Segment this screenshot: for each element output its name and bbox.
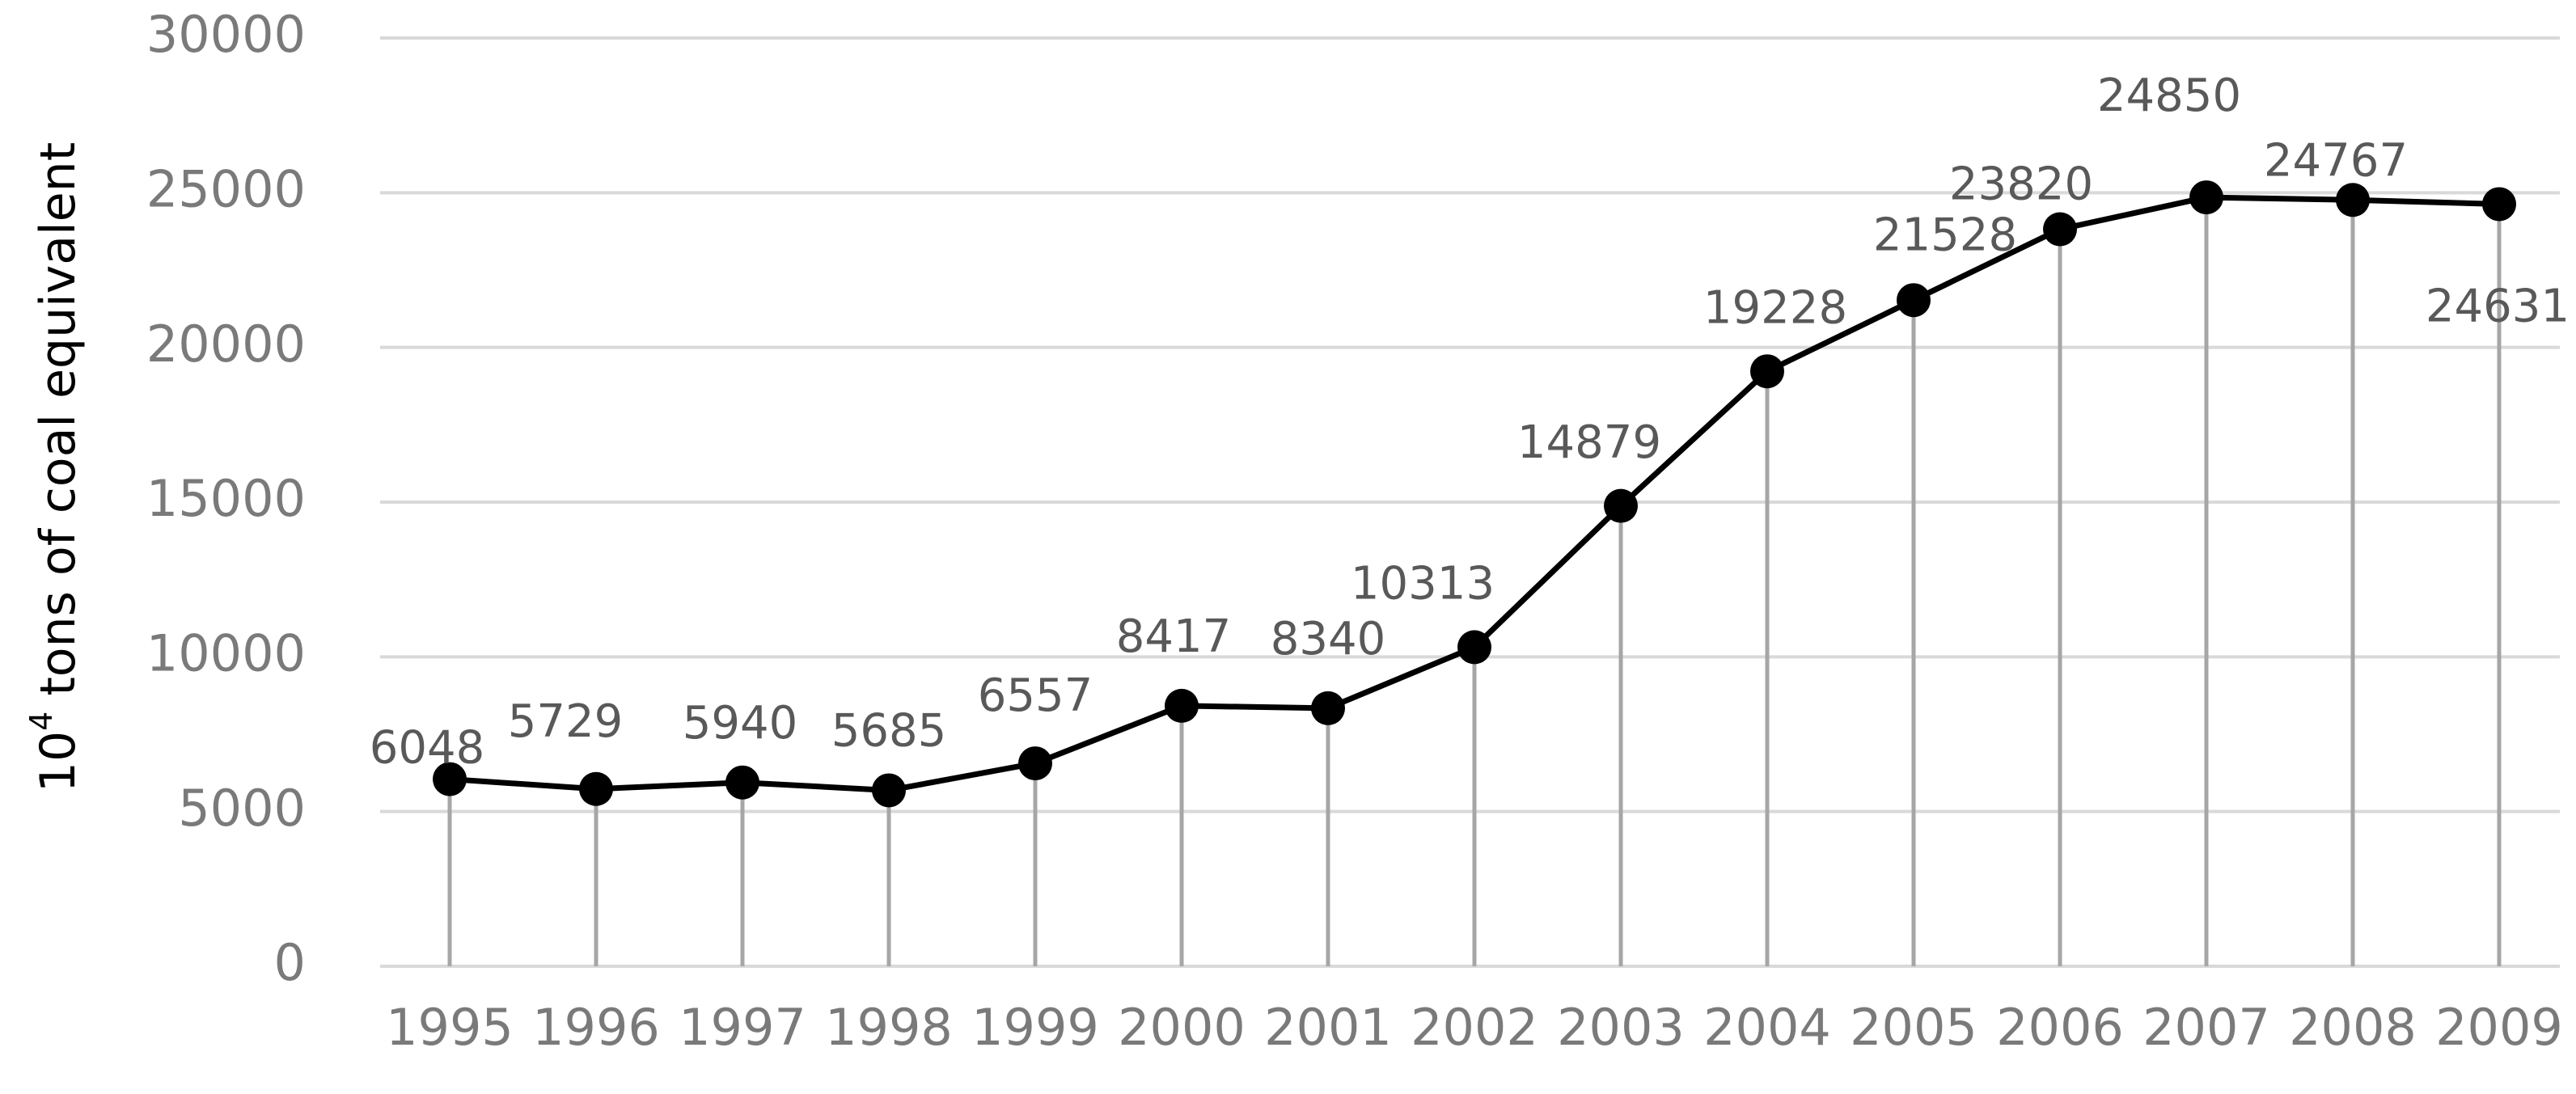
y-axis-title-exponent: 4 <box>23 712 59 731</box>
x-tick-label: 1996 <box>532 998 660 1057</box>
data-label: 5729 <box>508 695 624 748</box>
x-axis-tick-labels: 1995 1996 1997 1998 1999 2000 2001 2002 2003 2004… <box>386 998 2563 1057</box>
x-tick-label: 1999 <box>971 998 1099 1057</box>
data-label: 14879 <box>1517 416 1661 469</box>
x-tick-label: 2008 <box>2289 998 2417 1057</box>
x-tick-label: 2002 <box>1411 998 1538 1057</box>
y-tick-label: 0 <box>274 933 306 992</box>
x-tick-label: 2001 <box>1264 998 1392 1057</box>
y-axis-title-rest: tons of coal equivalent <box>30 142 87 712</box>
data-point <box>2043 212 2077 247</box>
data-point <box>1018 746 1052 781</box>
y-axis-tick-labels: 0 5000 10000 15000 20000 25000 30000 <box>146 5 306 992</box>
data-point <box>1604 488 1638 523</box>
data-label: 24767 <box>2264 134 2408 187</box>
data-point <box>579 771 613 806</box>
data-point <box>1750 354 1784 389</box>
x-tick-label: 2003 <box>1557 998 1685 1057</box>
data-point <box>2336 183 2370 218</box>
gridlines <box>380 36 2560 968</box>
data-label: 10313 <box>1351 557 1495 610</box>
data-label: 6048 <box>370 722 485 775</box>
x-tick-label: 2005 <box>1850 998 1977 1057</box>
y-axis-title-base: 10 <box>30 731 87 792</box>
data-point <box>1311 691 1345 725</box>
data-point <box>725 765 759 800</box>
y-tick-label: 20000 <box>146 315 306 374</box>
data-label: 19228 <box>1703 281 1847 334</box>
data-label: 21528 <box>1873 209 2017 261</box>
data-label: 5685 <box>831 705 947 758</box>
markers <box>433 180 2516 808</box>
data-point <box>872 773 906 808</box>
x-tick-label: 2007 <box>2142 998 2270 1057</box>
x-tick-label: 2006 <box>1996 998 2124 1057</box>
drop-lines <box>447 197 2502 966</box>
data-label: 6557 <box>978 669 1093 722</box>
data-point <box>1897 283 1931 318</box>
x-tick-label: 2009 <box>2435 998 2563 1057</box>
data-point <box>1165 688 1199 723</box>
y-tick-label: 25000 <box>146 159 306 218</box>
y-axis-title: 104 tons of coal equivalent <box>23 142 87 792</box>
data-label: 24631 <box>2426 281 2570 333</box>
x-tick-label: 1997 <box>679 998 806 1057</box>
data-point <box>2189 180 2223 215</box>
x-tick-label: 1995 <box>386 998 514 1057</box>
data-label: 23820 <box>1949 158 2093 211</box>
data-point <box>1457 630 1491 665</box>
y-tick-label: 5000 <box>178 779 306 838</box>
y-tick-label: 30000 <box>146 5 306 64</box>
data-point <box>2482 187 2516 222</box>
data-point <box>433 762 467 796</box>
data-label: 8417 <box>1116 610 1232 663</box>
data-label: 8340 <box>1271 613 1386 665</box>
data-label: 5940 <box>683 697 798 750</box>
x-tick-label: 2004 <box>1703 998 1831 1057</box>
y-tick-label: 10000 <box>146 623 306 682</box>
x-tick-label: 1998 <box>825 998 953 1057</box>
data-label: 24850 <box>2097 70 2241 122</box>
x-tick-label: 2000 <box>1118 998 1246 1057</box>
y-tick-label: 15000 <box>146 469 306 528</box>
